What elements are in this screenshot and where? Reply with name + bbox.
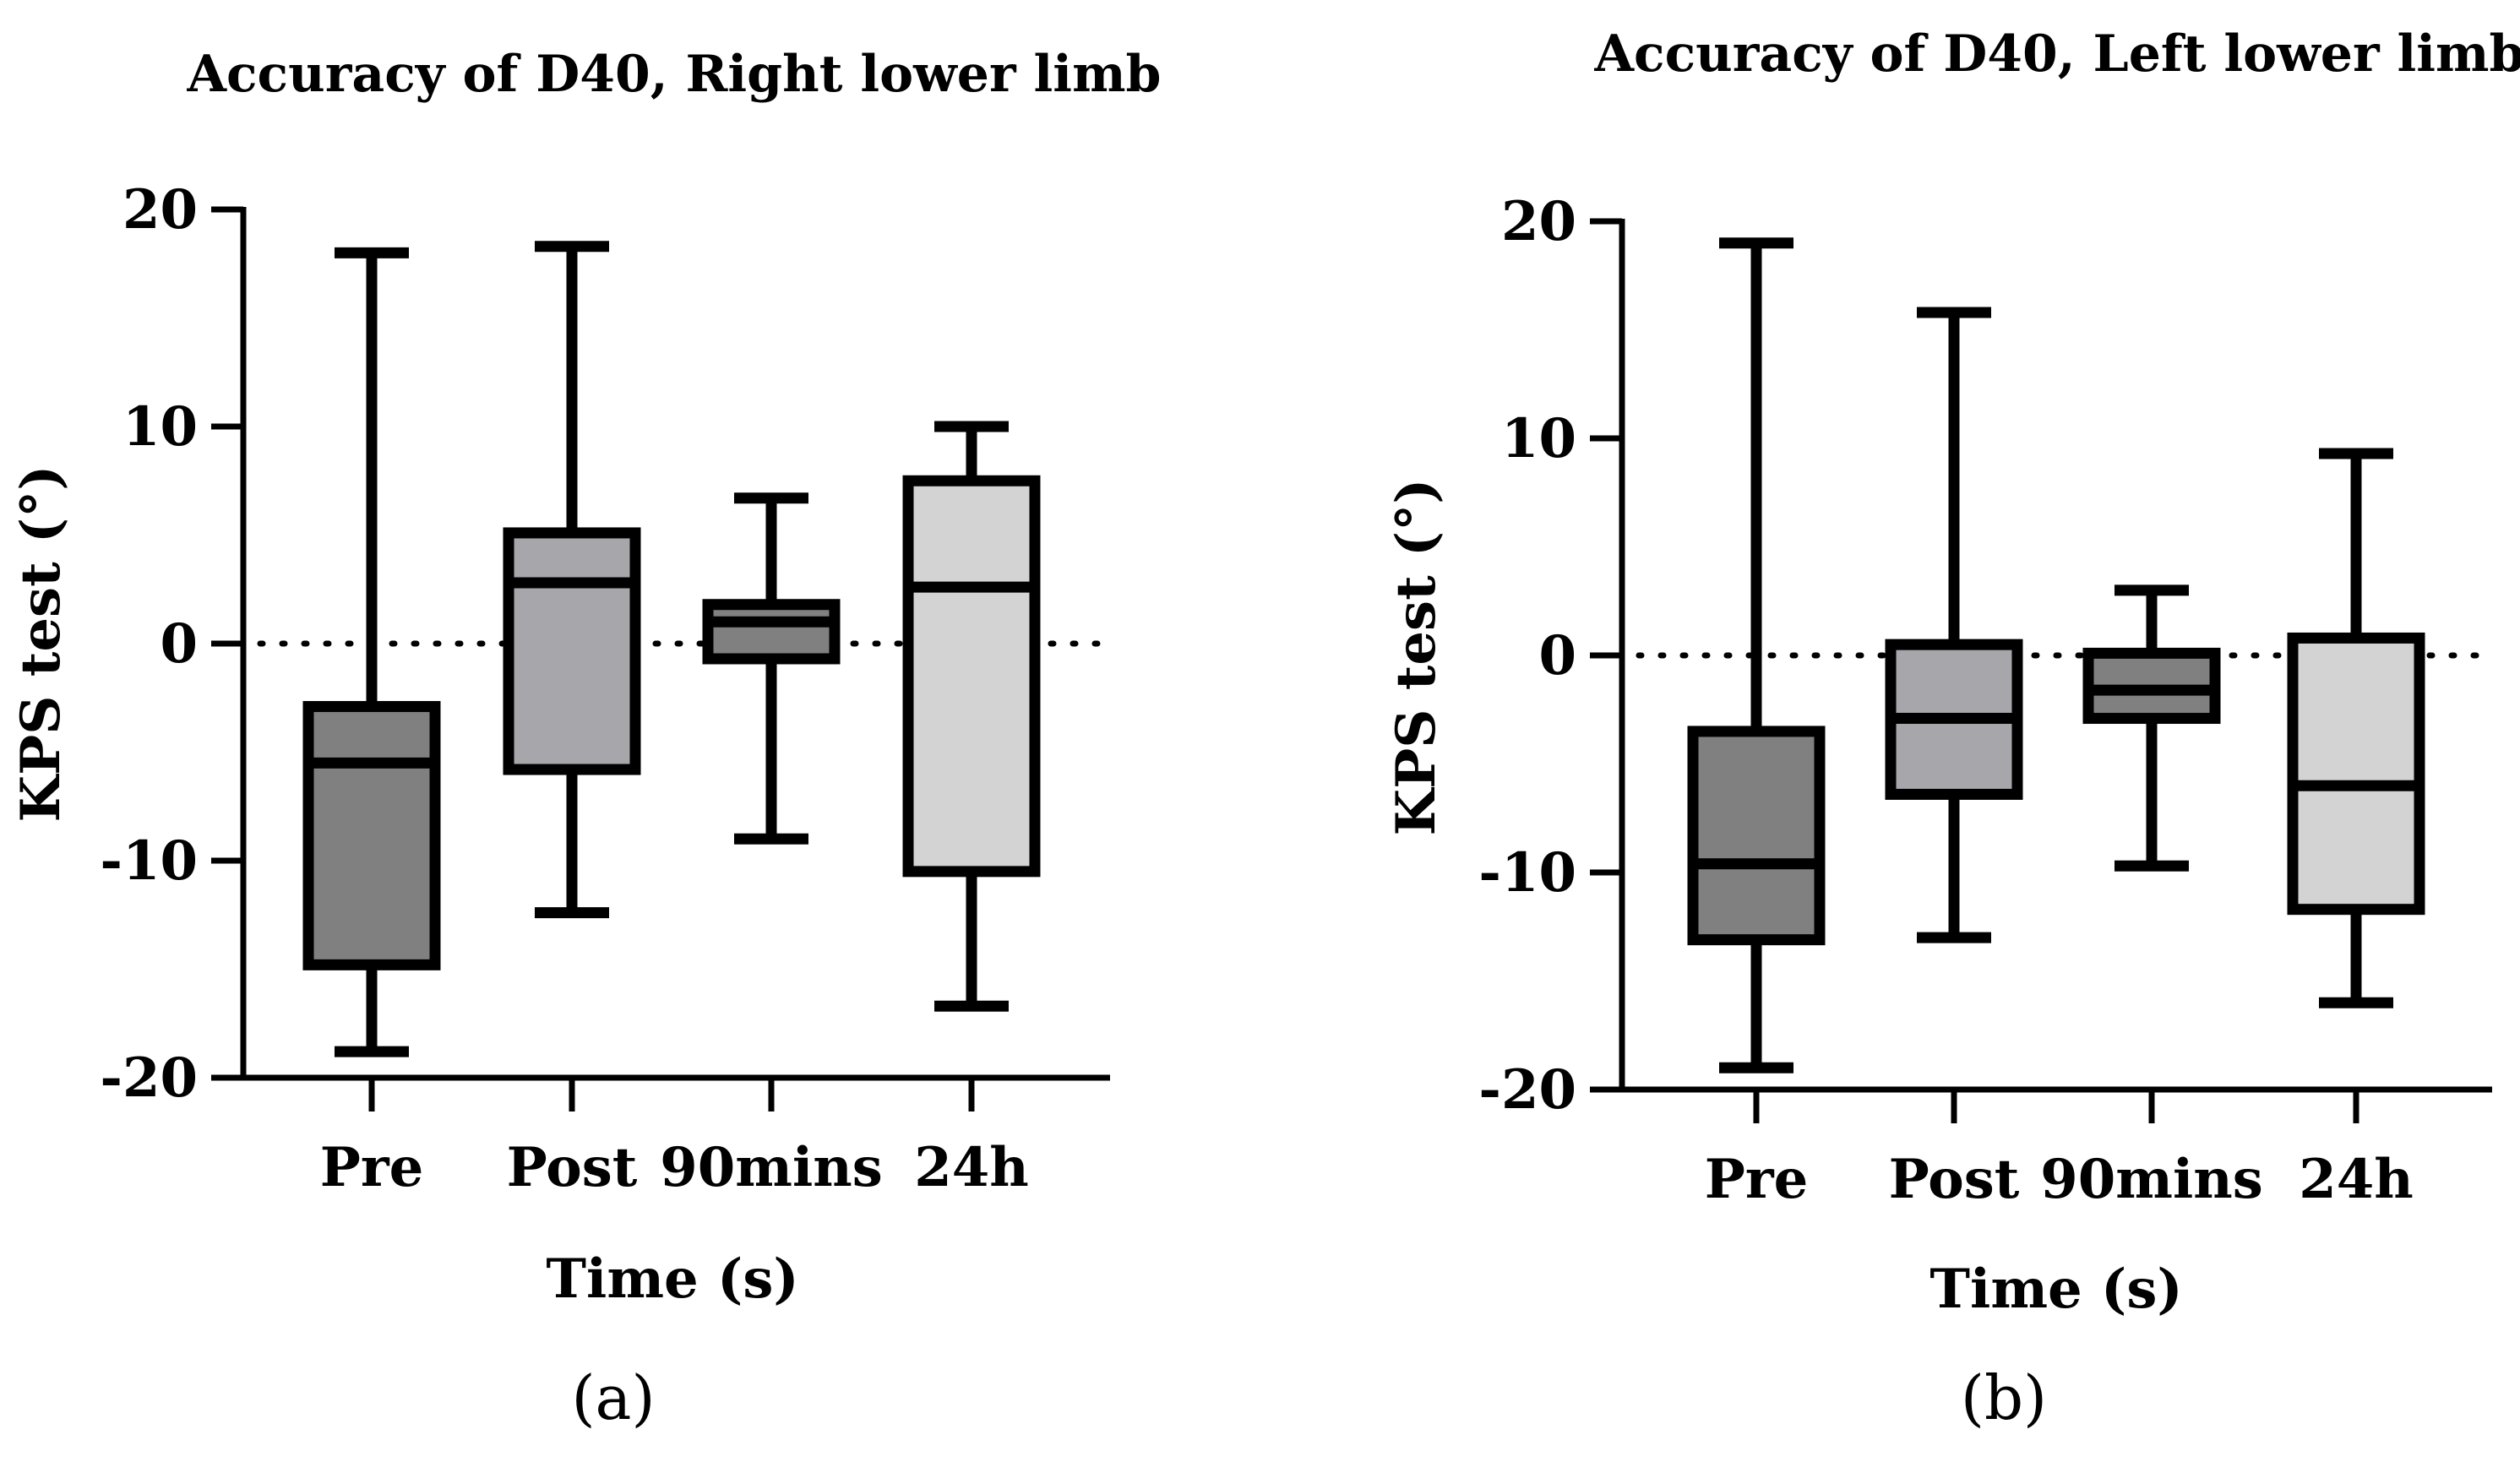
- box-24h: [2287, 448, 2425, 1008]
- x-tick-label: Post: [507, 1136, 638, 1199]
- y-tick-label: -20: [100, 1046, 198, 1110]
- y-axis-label: KPS test (°): [1385, 479, 1448, 836]
- y-tick-label: 10: [122, 395, 198, 459]
- y-tick-label: -10: [100, 829, 198, 893]
- box-90mins: [2082, 584, 2221, 872]
- x-tick-label: 24h: [914, 1136, 1029, 1199]
- chart-title: Accuracy of D40, Right lower limb: [186, 45, 1161, 104]
- panel-label: (a): [571, 1362, 655, 1433]
- x-axis-label: Time (s): [1929, 1258, 2182, 1321]
- y-tick-label: 10: [1501, 407, 1576, 470]
- x-tick-label: 90mins: [2040, 1148, 2263, 1211]
- box-pre: [1687, 237, 1826, 1073]
- iqr-box: [702, 599, 841, 665]
- y-tick-label: 0: [1538, 624, 1576, 688]
- plot-area: 20 10 0 -10 -20 Pre Post 90mins 24h: [100, 178, 1113, 1199]
- x-axis-label: Time (s): [546, 1247, 798, 1311]
- x-tick-label: 90mins: [660, 1136, 883, 1199]
- box-post: [503, 241, 641, 919]
- y-tick-label: -10: [1478, 841, 1576, 905]
- box-post: [1885, 307, 2023, 943]
- iqr-box: [302, 701, 441, 970]
- iqr-box: [503, 527, 641, 775]
- y-tick-label: 0: [160, 612, 198, 676]
- x-tick-label: Pre: [320, 1136, 424, 1199]
- panel-a: Accuracy of D40, Right lower limb KPS te…: [9, 45, 1162, 1433]
- plot-area: 20 10 0 -10 -20 Pre Post 90mins 24h: [1478, 190, 2496, 1211]
- iqr-box: [2287, 632, 2425, 916]
- y-tick-label: -20: [1478, 1058, 1576, 1122]
- panel-label: (b): [1961, 1362, 2047, 1433]
- panel-b: Accuracy of D40, Left lower limb KPS tes…: [1385, 24, 2520, 1433]
- y-axis-label: KPS test (°): [9, 465, 73, 823]
- box-24h: [902, 421, 1041, 1012]
- x-tick-label: Pre: [1705, 1148, 1809, 1211]
- x-tick-label: 24h: [2299, 1148, 2414, 1211]
- box-pre: [302, 247, 441, 1057]
- iqr-box: [902, 475, 1041, 878]
- y-tick-label: 20: [1501, 190, 1576, 253]
- x-tick-label: Post: [1889, 1148, 2020, 1211]
- box-90mins: [702, 492, 841, 845]
- y-tick-label: 20: [122, 178, 198, 242]
- chart-title: Accuracy of D40, Left lower limb: [1594, 24, 2520, 84]
- iqr-box: [1687, 726, 1826, 946]
